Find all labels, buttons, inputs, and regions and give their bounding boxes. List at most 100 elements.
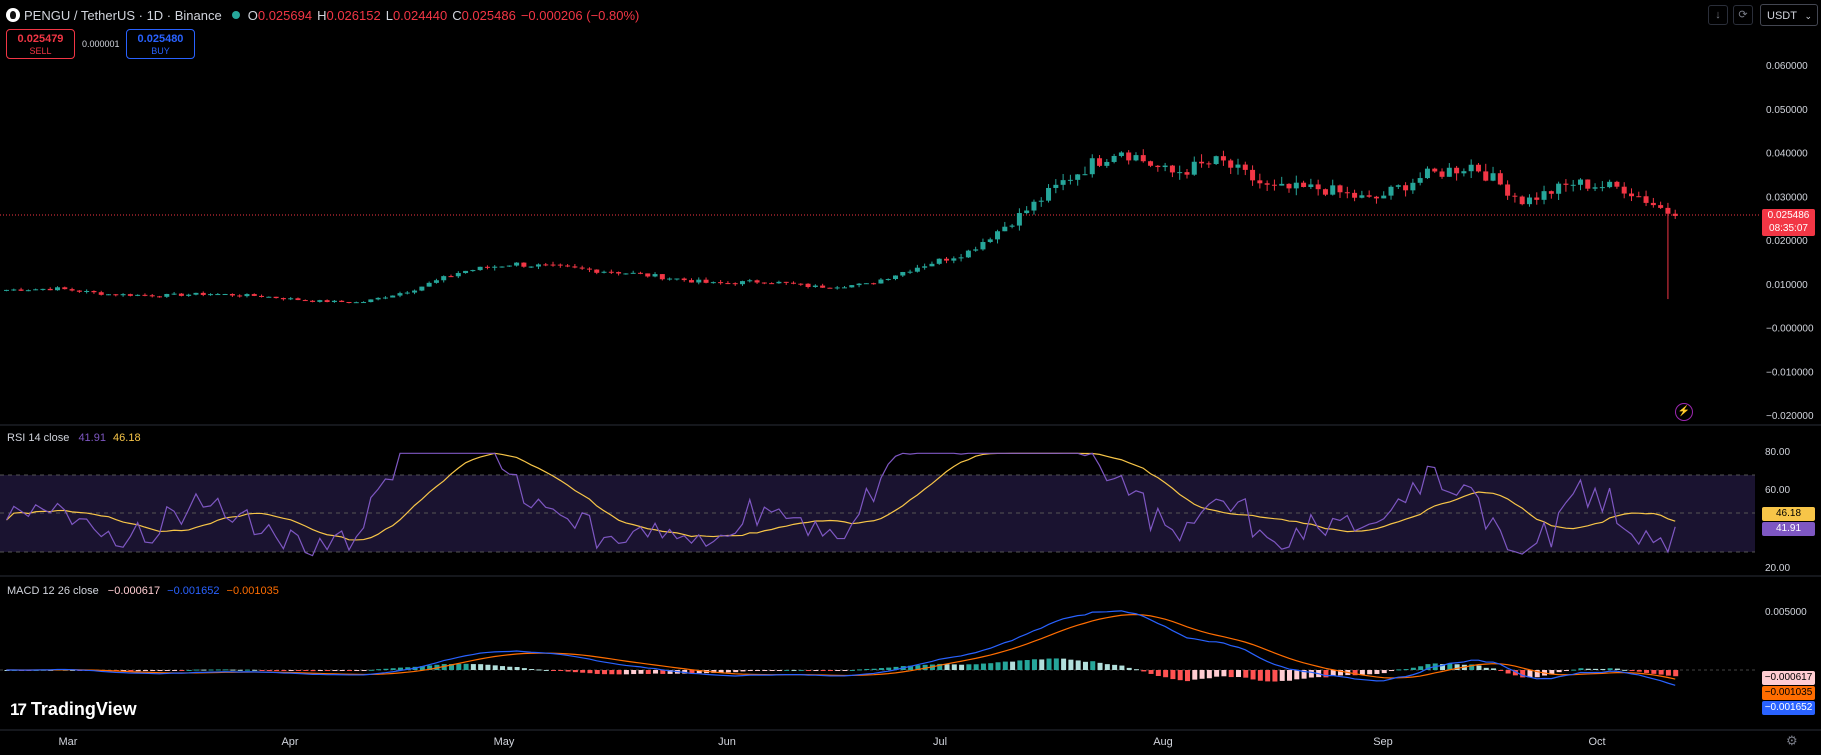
macd-hist-bar (142, 670, 148, 672)
candle-body (1016, 213, 1022, 226)
macd-hist-bar (572, 670, 578, 673)
candle-body (1599, 187, 1605, 189)
candle-body (608, 271, 614, 273)
candle-body (747, 280, 753, 282)
macd-hist-bar (201, 669, 207, 671)
macd-hist-bar (1505, 670, 1511, 674)
macd-hist-bar (966, 664, 972, 670)
macd-legend[interactable]: MACD 12 26 close −0.000617 −0.001652 −0.… (7, 585, 279, 597)
macd-hist-bar (806, 670, 812, 671)
macd-hist-bar (1673, 670, 1679, 677)
price-tick: −0.000000 (1766, 324, 1814, 335)
macd-hist-bar (1287, 670, 1293, 681)
macd-hist-bar (244, 669, 250, 671)
macd-hist-bar (1512, 670, 1518, 676)
candle-body (98, 292, 104, 295)
symbol-title[interactable]: PENGU / TetherUS · 1D · Binance (24, 7, 222, 23)
candle-body (1366, 195, 1372, 197)
macd-hist-bar (937, 663, 943, 670)
rsi-legend[interactable]: RSI 14 close 41.91 46.18 (7, 432, 141, 444)
macd-hist-bar (813, 670, 819, 671)
lightning-icon[interactable]: ⚡ (1675, 403, 1693, 421)
candle-body (404, 292, 410, 294)
candle-body (1570, 184, 1576, 186)
macd-hist-bar (383, 668, 389, 670)
candle-body (1395, 185, 1401, 187)
tradingview-logo[interactable]: 17 TradingView (10, 699, 137, 720)
macd-hist-bar (1257, 670, 1263, 681)
candle-body (871, 283, 877, 285)
buy-button[interactable]: 0.025480 BUY (126, 29, 195, 59)
macd-hist-bar (419, 666, 425, 670)
candle-body (1432, 168, 1438, 172)
macd-hist-bar (1636, 670, 1642, 672)
macd-hist-bar (150, 670, 156, 672)
candle-body (106, 294, 112, 296)
candle-body (1155, 165, 1161, 168)
candle-body (492, 266, 498, 268)
candle-body (1308, 184, 1314, 187)
time-axis[interactable]: Mar Apr May Jun Jul Aug Sep Oct (59, 736, 1606, 748)
change-value: −0.000206 (−0.80%) (520, 7, 640, 23)
price-tick: 0.030000 (1766, 192, 1808, 203)
candle-body (594, 269, 600, 273)
candle-body (1031, 201, 1037, 211)
price-tick: 0.050000 (1766, 105, 1808, 116)
candle-body (1410, 182, 1416, 191)
macd-hist-bar (179, 670, 185, 671)
candle-body (127, 294, 133, 296)
macd-hist-bar (915, 665, 921, 670)
rsi-line (5, 452, 1676, 557)
rsi-tag: 41.91 (1762, 522, 1815, 536)
candle-body (259, 295, 265, 297)
macd-hist-bar (536, 669, 542, 671)
macd-hist-bar (755, 670, 761, 671)
macd-hist-bar (1148, 670, 1154, 674)
time-tick: Apr (281, 736, 298, 748)
currency-select[interactable]: USDT ⌄ (1760, 4, 1818, 26)
close-label: C (452, 7, 462, 23)
candle-body (1235, 164, 1241, 168)
candle-body (1614, 181, 1620, 187)
candle-body (477, 266, 483, 271)
candle-body (616, 272, 622, 274)
rsi-tick: 60.00 (1765, 485, 1790, 496)
macd-hist-bar (1192, 670, 1198, 680)
candle-body (1607, 181, 1613, 188)
rsi-ma-line (6, 452, 1676, 541)
macd-hist-bar (1097, 662, 1103, 670)
candle-body (4, 289, 9, 291)
candle-body (441, 276, 447, 281)
candle-body (557, 264, 563, 266)
symbol-header: PENGU / TetherUS · 1D · Binance O 0.02569… (6, 5, 644, 25)
macd-hist-bar (1243, 670, 1249, 678)
macd-hist-bar (682, 670, 688, 674)
candle-body (1388, 186, 1394, 196)
download-icon[interactable]: ↓ (1708, 5, 1728, 25)
sell-button[interactable]: 0.025479 SELL (6, 29, 75, 59)
settings-icon[interactable]: ⚙ (1786, 733, 1798, 748)
last-price-value: 0.025486 (1767, 210, 1810, 221)
time-tick: Jul (933, 736, 947, 748)
candle-body (463, 270, 469, 274)
candle-body (1293, 182, 1299, 189)
macd-hist-bar (529, 669, 535, 671)
currency-value: USDT (1767, 10, 1797, 22)
macd-hist-bar (660, 670, 666, 674)
candle-body (310, 300, 316, 302)
macd-hist-bar (558, 670, 564, 671)
candle-body (1126, 152, 1132, 161)
candle-body (302, 300, 308, 302)
macd-signal-value: −0.001035 (226, 585, 279, 597)
macd-hist-bar (164, 670, 170, 671)
candle-body (521, 262, 527, 267)
candle-body (1665, 207, 1671, 214)
candle-body (674, 278, 680, 280)
refresh-icon[interactable]: ⟳ (1733, 5, 1753, 25)
macd-hist-bar (551, 670, 557, 671)
candle-body (47, 288, 53, 291)
price-axis[interactable]: 0.060000 0.050000 0.040000 0.030000 0.020000… (1765, 61, 1814, 618)
candle-body (1082, 174, 1088, 176)
macd-hist-bar (762, 670, 768, 671)
